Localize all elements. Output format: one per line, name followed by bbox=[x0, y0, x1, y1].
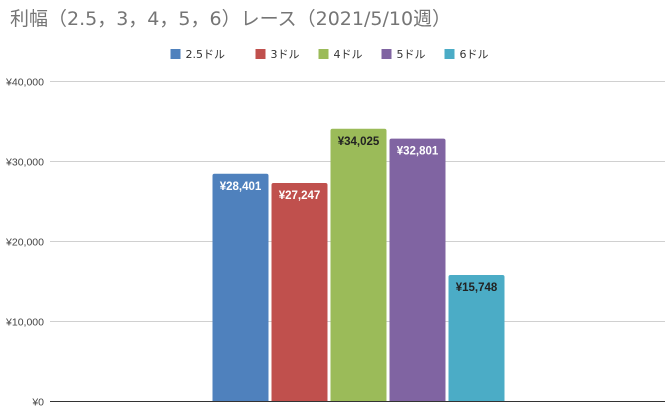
data-labels: ¥28,401 ¥27,247 ¥34,025 ¥32,801 ¥15,748 bbox=[220, 136, 498, 294]
legend-swatch bbox=[318, 49, 329, 59]
y-tick-label: ¥30,000 bbox=[5, 157, 44, 169]
y-tick-label: ¥0 bbox=[31, 397, 44, 409]
legend-swatch bbox=[444, 49, 455, 59]
legend-swatch bbox=[170, 49, 181, 59]
y-axis-ticks: ¥0 ¥10,000 ¥20,000 ¥30,000 ¥40,000 bbox=[5, 77, 44, 409]
bar-series-3[interactable] bbox=[389, 138, 446, 402]
bar-series-2[interactable] bbox=[330, 128, 387, 402]
legend-label: 4ドル bbox=[334, 48, 363, 61]
legend-label: 5ドル bbox=[397, 48, 426, 61]
data-label: ¥28,401 bbox=[220, 181, 262, 193]
data-label: ¥34,025 bbox=[338, 136, 380, 148]
legend-label: 3ドル bbox=[271, 48, 300, 61]
legend-swatch bbox=[381, 49, 392, 59]
bar-series-1[interactable] bbox=[271, 183, 328, 401]
chart-title: 利幅（2.5，3，4，5，6）レース（2021/5/10週） bbox=[10, 8, 452, 30]
legend: 2.5ドル 3ドル 4ドル 5ドル 6ドル bbox=[170, 48, 489, 61]
data-label: ¥27,247 bbox=[279, 190, 321, 202]
y-tick-label: ¥20,000 bbox=[5, 237, 44, 249]
legend-swatch bbox=[255, 49, 266, 59]
legend-label: 6ドル bbox=[460, 48, 489, 61]
bar-series-0[interactable] bbox=[212, 173, 269, 401]
y-tick-label: ¥10,000 bbox=[5, 317, 44, 329]
legend-label: 2.5ドル bbox=[186, 48, 226, 61]
bars bbox=[212, 128, 505, 402]
y-tick-label: ¥40,000 bbox=[5, 77, 44, 89]
data-label: ¥32,801 bbox=[397, 146, 439, 158]
data-label: ¥15,748 bbox=[456, 282, 498, 294]
bar-series-4[interactable] bbox=[448, 275, 505, 401]
